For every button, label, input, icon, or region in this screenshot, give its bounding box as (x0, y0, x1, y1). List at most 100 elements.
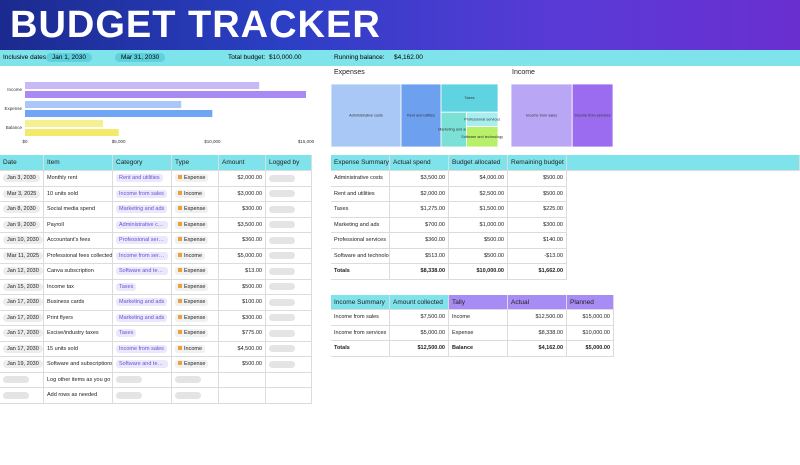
cell-chip[interactable]: Income from sales (116, 189, 167, 198)
logged-by-chip[interactable] (269, 314, 295, 322)
total: $8,338.00 (390, 264, 449, 280)
header-fill (567, 155, 800, 171)
cell-chip[interactable] (116, 376, 142, 384)
cell: Income from sales (113, 341, 172, 357)
logged-by-chip[interactable] (269, 205, 295, 213)
logged-by-chip[interactable] (269, 345, 295, 353)
cell-chip[interactable]: Marketing and ads (116, 298, 168, 307)
cell: Mar 3, 2025 (0, 186, 44, 202)
logged-by-chip[interactable] (269, 236, 295, 244)
treemap-cell (440, 111, 467, 148)
cell: Expense (172, 295, 219, 311)
logged-by-chip[interactable] (269, 329, 295, 337)
logged-by-chip[interactable] (269, 252, 295, 260)
cell-chip[interactable]: Marketing and ads (116, 313, 168, 322)
cell-chip[interactable]: Rent and utilities (116, 174, 163, 183)
cell-chip[interactable]: Jan 17, 2030 (3, 313, 43, 322)
cell: Rent and utilities (113, 171, 172, 187)
cell-chip[interactable]: Expense (175, 236, 209, 245)
cell-chip[interactable]: Expense (175, 282, 209, 291)
bar (25, 120, 103, 127)
cell-chip[interactable]: Expense (175, 360, 209, 369)
cell-chip[interactable]: Mar 11, 2025 (3, 251, 43, 260)
cell-chip[interactable]: Jan 3, 2030 (3, 174, 40, 183)
title: BUDGET TRACKER (10, 4, 381, 46)
cell-chip[interactable]: Expense (175, 298, 209, 307)
logged-by-chip[interactable] (269, 283, 295, 291)
cell: Jan 3, 2030 (0, 171, 44, 187)
cell-chip[interactable]: Professional services (116, 236, 168, 245)
logged-by-chip[interactable] (269, 174, 295, 182)
start-date[interactable]: Jan 1, 2030 (46, 53, 92, 62)
end-date[interactable]: Mar 31, 2030 (115, 53, 166, 62)
cell-chip[interactable]: Jan 17, 2030 (3, 298, 43, 307)
cell-chip[interactable]: Jan 12, 2030 (3, 267, 43, 276)
cell-chip[interactable]: Software and technology (116, 267, 168, 276)
cell-chip[interactable]: Software and technology (116, 360, 168, 369)
treemap-cell (400, 83, 442, 148)
cell: $15,000.00 (567, 310, 614, 326)
treemap-label: Software and technology (461, 135, 503, 139)
cell: Expense (172, 217, 219, 233)
cell-chip[interactable] (116, 391, 142, 399)
logged-by-chip[interactable] (269, 360, 295, 368)
cell: Expense (172, 326, 219, 342)
cell-chip[interactable]: Expense (175, 267, 209, 276)
cell-chip[interactable]: Marketing and ads (116, 205, 168, 214)
cell-chip[interactable]: Income from sales (116, 344, 167, 353)
logged-by-chip[interactable] (269, 221, 295, 229)
cell: Professional fees collected (44, 248, 113, 264)
section-title: Income (512, 69, 535, 76)
cell: Jan 17, 2030 (0, 326, 44, 342)
cell-chip[interactable]: Jan 15, 2030 (3, 282, 43, 291)
cell-chip[interactable]: Expense (175, 205, 209, 214)
cell-chip[interactable]: Jan 8, 2030 (3, 205, 40, 214)
cell-chip[interactable]: Income from services (116, 251, 168, 260)
cell-chip[interactable] (3, 391, 29, 399)
cell-chip[interactable]: Jan 17, 2030 (3, 344, 43, 353)
cell-chip[interactable]: Jan 9, 2030 (3, 220, 40, 229)
cell-chip[interactable] (175, 376, 201, 384)
cell: Print flyers (44, 310, 113, 326)
cell: $4,000.00 (449, 171, 508, 187)
cell-chip[interactable] (3, 376, 29, 384)
cell-chip[interactable]: Income (175, 189, 206, 198)
cell-chip[interactable]: Mar 3, 2025 (3, 189, 41, 198)
total: $5,000.00 (567, 341, 614, 357)
cell-chip[interactable]: Expense (175, 313, 209, 322)
cell-chip[interactable]: Jan 10, 2030 (3, 236, 43, 245)
cell-chip[interactable]: Income (175, 251, 206, 260)
logged-by-chip[interactable] (269, 298, 295, 306)
cell: $1,000.00 (449, 217, 508, 233)
cell: Administrative costs (113, 217, 172, 233)
logged-by-chip[interactable] (269, 267, 295, 275)
total: $4,162.00 (508, 341, 567, 357)
cell-chip[interactable]: Jan 17, 2030 (3, 329, 43, 338)
column-header: Tally (449, 295, 508, 310)
x-tick-label: $15,000 (298, 139, 315, 144)
cell-chip[interactable]: Administrative costs (116, 220, 168, 229)
cell-chip[interactable] (175, 391, 201, 399)
treemap-cell (465, 111, 499, 127)
cell-chip[interactable]: Expense (175, 329, 209, 338)
logged-by (266, 248, 312, 264)
cell-chip[interactable]: Jan 19, 2030 (3, 360, 43, 369)
cell: Expense (172, 233, 219, 249)
cell-chip[interactable]: Expense (175, 220, 209, 229)
cell: $2,000.00 (219, 171, 266, 187)
treemap-cell (465, 126, 499, 148)
cell: Marketing and ads (113, 310, 172, 326)
cell: 10 units sold (44, 186, 113, 202)
cell-chip[interactable]: Taxes (116, 282, 137, 291)
cell: $500.00 (449, 233, 508, 249)
cell: $5,000.00 (390, 325, 449, 341)
cell: $500.00 (219, 279, 266, 295)
cell-chip[interactable]: Income (175, 344, 206, 353)
cell-chip[interactable]: Taxes (116, 329, 137, 338)
cell-chip[interactable]: Expense (175, 174, 209, 183)
cell: Rent and utilities (331, 186, 390, 202)
logged-by (266, 295, 312, 311)
cell: Canva subscription (44, 264, 113, 280)
cell: $300.00 (219, 310, 266, 326)
logged-by-chip[interactable] (269, 190, 295, 198)
